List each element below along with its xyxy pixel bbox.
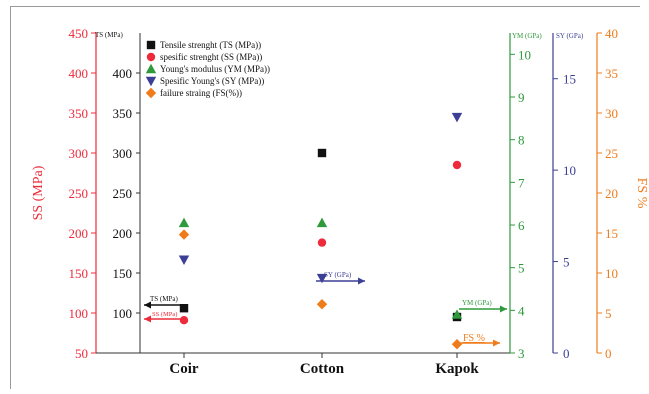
ts-tick-label: 350 — [113, 106, 133, 121]
ts-tick-label: 200 — [113, 226, 133, 241]
ss-tick-label: 50 — [75, 346, 88, 361]
sy-pointer-arrow-head — [358, 277, 365, 285]
sy-point — [451, 112, 463, 123]
figure-frame — [10, 6, 640, 389]
ss-point — [452, 160, 462, 170]
ts-point — [179, 304, 189, 313]
ss-tick-label: 400 — [69, 66, 89, 81]
ss-axis-title: SS (MPa) — [31, 165, 46, 220]
legend-entry-label: spesific strenght (SS (MPa)) — [160, 52, 262, 62]
legend-entry-label: Spesific Young's (SY (MPa)) — [160, 76, 264, 86]
ss-pointer-label: SS (MPa) — [152, 311, 177, 318]
fs-tick-label: 25 — [605, 146, 618, 161]
fs-tick-label: 10 — [605, 266, 618, 281]
x-category-label: Kapok — [435, 361, 479, 377]
ym-tick-label: 3 — [518, 346, 525, 361]
ym-pointer-arrow-head — [500, 305, 507, 313]
ts-tick-label: 100 — [113, 306, 133, 321]
fs-tick-label: 35 — [605, 66, 618, 81]
legend-layer: Tensile strenght (TS (MPa)) spesific stre… — [160, 40, 270, 98]
ym-point — [316, 217, 328, 228]
ym-tick-label: 9 — [518, 90, 525, 105]
ts-tick-label: 400 — [113, 66, 133, 81]
ss-tick-label: 100 — [69, 306, 89, 321]
fs-point — [316, 299, 328, 310]
x-category-label: Cotton — [300, 361, 345, 377]
fs-pointer-arrow-head — [493, 339, 500, 347]
fs-point — [178, 229, 190, 240]
sy-pointer-label: SY (GPa) — [324, 271, 352, 279]
ss-pointer-arrow-head — [144, 315, 151, 323]
ss-tick-label: 350 — [69, 106, 89, 121]
ss-point — [317, 238, 327, 247]
fs-tick-label: 20 — [605, 186, 618, 201]
sy-tick-label: 5 — [563, 255, 570, 270]
ss-tick-label: 300 — [69, 146, 89, 161]
ym-pointer-label: YM (GPa) — [462, 299, 492, 307]
ss-tick-label: 150 — [69, 266, 89, 281]
ts-pointer-arrow-head — [144, 301, 151, 309]
ym-tick-label: 6 — [518, 218, 525, 233]
ym-tick-label: 5 — [518, 261, 525, 276]
ts-pointer-label: TS (MPa) — [150, 295, 178, 303]
ts-tick-label: 250 — [113, 186, 133, 201]
ss-tick-label: 250 — [69, 186, 89, 201]
ym-tick-label: 10 — [518, 47, 531, 62]
legend-entry-label: failure straing (FS(%)) — [160, 88, 242, 98]
sy-point — [316, 273, 328, 284]
fs-point — [451, 339, 463, 350]
fs-axis-title: FS % — [634, 178, 649, 209]
ts-tick-label: 300 — [113, 146, 133, 161]
legend-marker — [146, 52, 156, 62]
legend-marker — [145, 76, 157, 87]
ss-tick-label: 450 — [69, 26, 89, 41]
legend-marker — [146, 40, 156, 50]
legend-entry-label: Tensile strenght (TS (MPa)) — [160, 40, 261, 50]
x-category-label: Coir — [169, 361, 199, 377]
marks-layer: TS (MPa) SS (MPa) SY (GPa) YM (GPa) FS % — [144, 40, 507, 350]
ym-tick-label: 7 — [518, 175, 525, 190]
sy-tick-label: 0 — [563, 346, 570, 361]
ym-point — [178, 217, 190, 228]
sy-tick-label: 10 — [563, 163, 576, 178]
ts-tick-label: 150 — [113, 266, 133, 281]
legend-marker — [145, 87, 157, 99]
ym-axis-title: YM (GPa) — [512, 32, 542, 40]
ym-tick-label: 8 — [518, 133, 525, 148]
ym-point — [451, 309, 463, 319]
fs-tick-label: 40 — [605, 26, 618, 41]
ym-tick-label: 4 — [518, 303, 525, 318]
sy-tick-label: 15 — [563, 72, 576, 87]
fs-tick-label: 30 — [605, 106, 618, 121]
ss-point — [179, 316, 189, 325]
legend-marker — [145, 63, 157, 74]
fs-pointer-label: FS % — [463, 333, 485, 344]
fs-tick-label: 15 — [605, 226, 618, 241]
sy-axis-title: SY (GPa) — [556, 32, 584, 40]
sy-point — [178, 255, 190, 265]
legend-entry-label: Young's modulus (YM (MPa)) — [160, 64, 270, 74]
fs-tick-label: 5 — [605, 306, 612, 321]
ts-point — [317, 148, 327, 158]
ts-axis-title: TS (MPa) — [95, 31, 123, 39]
fs-tick-label: 0 — [605, 346, 612, 361]
ss-tick-label: 200 — [69, 226, 89, 241]
